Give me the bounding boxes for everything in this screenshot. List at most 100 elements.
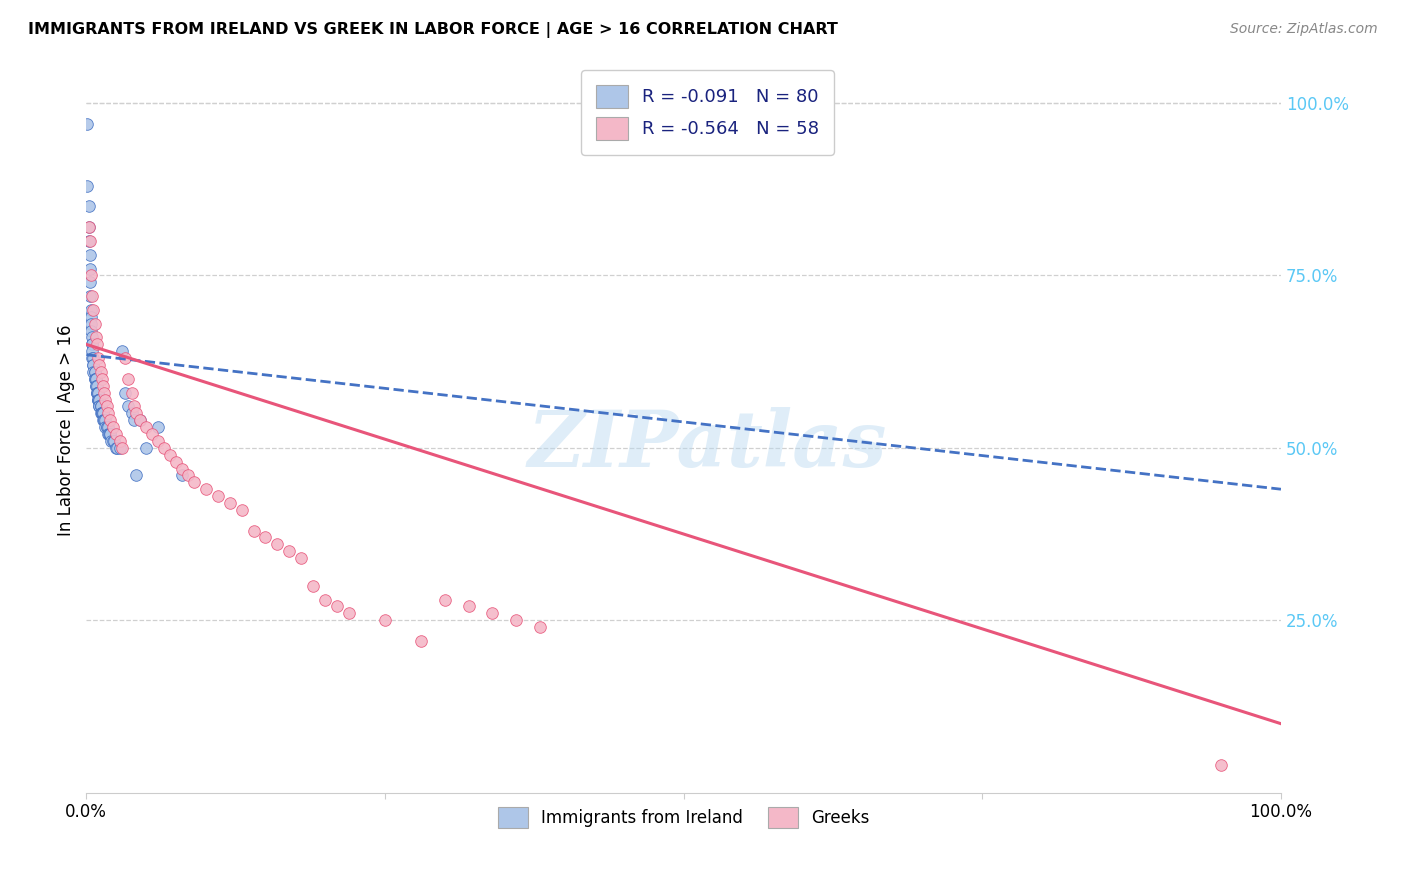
Point [80,310,103,324]
Point [86,385,108,400]
Point [97,420,120,434]
Point [481,607,503,621]
Point [84,372,107,386]
Point [302,579,325,593]
Point [90,372,112,386]
Point [374,613,396,627]
Point [177,468,200,483]
Point [254,531,277,545]
Point [94,392,117,407]
Point [93,413,115,427]
Point [93,385,115,400]
Point [83,365,105,379]
Point [135,420,157,434]
Y-axis label: In Labor Force | Age > 16: In Labor Force | Age > 16 [58,325,75,536]
Point [101,420,124,434]
Point [103,434,125,448]
Point [111,441,134,455]
Point [122,400,145,414]
Point [90,400,112,414]
Point [91,413,114,427]
Point [77,220,100,235]
Text: Source: ZipAtlas.com: Source: ZipAtlas.com [1230,22,1378,37]
Point [79,289,101,303]
Point [91,406,114,420]
Point [83,372,105,386]
Point [97,427,120,442]
Point [82,365,104,379]
Point [97,406,120,420]
Point [242,524,264,538]
Point [117,372,139,386]
Point [218,496,240,510]
Point [108,441,131,455]
Point [98,427,121,442]
Point [77,234,100,248]
Point [170,461,193,475]
Point [117,400,139,414]
Point [86,378,108,392]
Point [170,468,193,483]
Point [80,317,103,331]
Point [89,392,111,407]
Point [183,475,205,490]
Point [409,634,432,648]
Point [91,406,114,420]
Point [141,427,163,442]
Point [82,302,104,317]
Point [505,613,527,627]
Point [314,592,336,607]
Point [84,378,107,392]
Point [87,392,110,407]
Point [77,220,100,235]
Point [82,358,104,372]
Point [79,234,101,248]
Point [105,441,128,455]
Point [529,620,551,634]
Point [266,537,288,551]
Legend: Immigrants from Ireland, Greeks: Immigrants from Ireland, Greeks [491,800,876,835]
Point [326,599,349,614]
Point [337,607,360,621]
Point [96,400,118,414]
Text: IMMIGRANTS FROM IRELAND VS GREEK IN LABOR FORCE | AGE > 16 CORRELATION CHART: IMMIGRANTS FROM IRELAND VS GREEK IN LABO… [28,22,838,38]
Point [82,351,104,366]
Text: ZIPatlas: ZIPatlas [527,407,887,483]
Point [87,385,110,400]
Point [82,337,104,351]
Point [165,455,187,469]
Point [1211,758,1233,772]
Point [82,358,104,372]
Point [83,372,105,386]
Point [84,330,107,344]
Point [89,400,111,414]
Point [94,420,117,434]
Point [159,448,181,462]
Point [80,324,103,338]
Point [231,503,253,517]
Point [84,372,107,386]
Point [207,489,229,503]
Point [90,406,112,420]
Point [98,413,121,427]
Point [135,441,157,455]
Point [82,289,104,303]
Point [87,392,110,407]
Point [84,378,107,392]
Point [121,406,143,420]
Point [98,427,121,442]
Point [108,434,131,448]
Point [91,378,114,392]
Point [96,420,118,434]
Point [129,413,152,427]
Point [89,400,111,414]
Point [114,385,136,400]
Point [76,178,98,193]
Point [90,400,112,414]
Point [96,420,118,434]
Point [114,351,136,366]
Point [121,385,143,400]
Point [278,544,301,558]
Point [111,344,134,359]
Point [457,599,479,614]
